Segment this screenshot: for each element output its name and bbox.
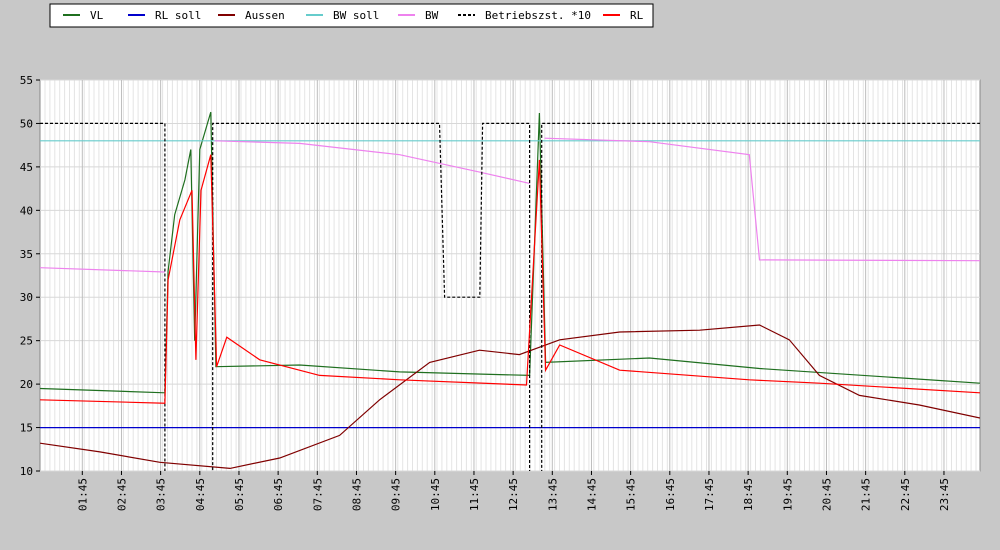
x-tick-label: 04:45: [194, 478, 207, 511]
y-tick-label: 35: [20, 248, 33, 261]
x-tick-label: 10:45: [429, 478, 442, 511]
y-tick-label: 50: [20, 117, 33, 130]
legend-label: BW: [425, 9, 439, 22]
x-tick-label: 18:45: [742, 478, 755, 511]
x-tick-label: 16:45: [664, 478, 677, 511]
legend-label: Betriebszst. *10: [485, 9, 591, 22]
legend: [49, 3, 654, 28]
x-tick-label: 03:45: [155, 478, 168, 511]
y-tick-label: 30: [20, 291, 33, 304]
legend-label: RL: [630, 9, 644, 22]
legend-label: Aussen: [245, 9, 285, 22]
y-tick-label: 20: [20, 378, 33, 391]
grid: [40, 79, 980, 472]
x-tick-label: 09:45: [390, 478, 403, 511]
legend-label: BW soll: [333, 9, 379, 22]
x-tick-label: 22:45: [899, 478, 912, 511]
x-tick-label: 11:45: [468, 478, 481, 511]
series-line: [40, 154, 980, 404]
x-tick-label: 12:45: [507, 478, 520, 511]
legend-label: RL soll: [155, 9, 201, 22]
lines: [40, 111, 980, 471]
x-tick-label: 23:45: [938, 478, 951, 511]
y-tick-label: 40: [20, 204, 33, 217]
x-tick-label: 15:45: [625, 478, 638, 511]
x-tick-label: 07:45: [311, 478, 324, 511]
x-tick-label: 14:45: [585, 478, 598, 511]
x-tick-label: 01:45: [76, 478, 89, 511]
y-tick-label: 10: [20, 465, 33, 478]
y-tick-label: 15: [20, 422, 33, 435]
x-tick-label: 02:45: [115, 478, 128, 511]
x-tick-label: 21:45: [860, 478, 873, 511]
series-line: [40, 137, 980, 273]
legend-label: VL: [90, 9, 104, 22]
x-tick-label: 13:45: [546, 478, 559, 511]
y-tick-label: 25: [20, 335, 33, 348]
x-tick-label: 08:45: [350, 478, 363, 511]
y-tick-label: 45: [20, 161, 33, 174]
x-tick-label: 20:45: [820, 478, 833, 511]
x-tick-label: 05:45: [233, 478, 246, 511]
series-line: [40, 324, 980, 470]
y-tick-label: 55: [20, 74, 33, 87]
x-tick-label: 17:45: [703, 478, 716, 511]
axes: 10 15 20 25 30 35 40 45 50 55 01:45 02:45 03:45 04:45…: [20, 74, 951, 511]
x-tick-label: 06:45: [272, 478, 285, 511]
x-tick-label: 19:45: [781, 478, 794, 511]
